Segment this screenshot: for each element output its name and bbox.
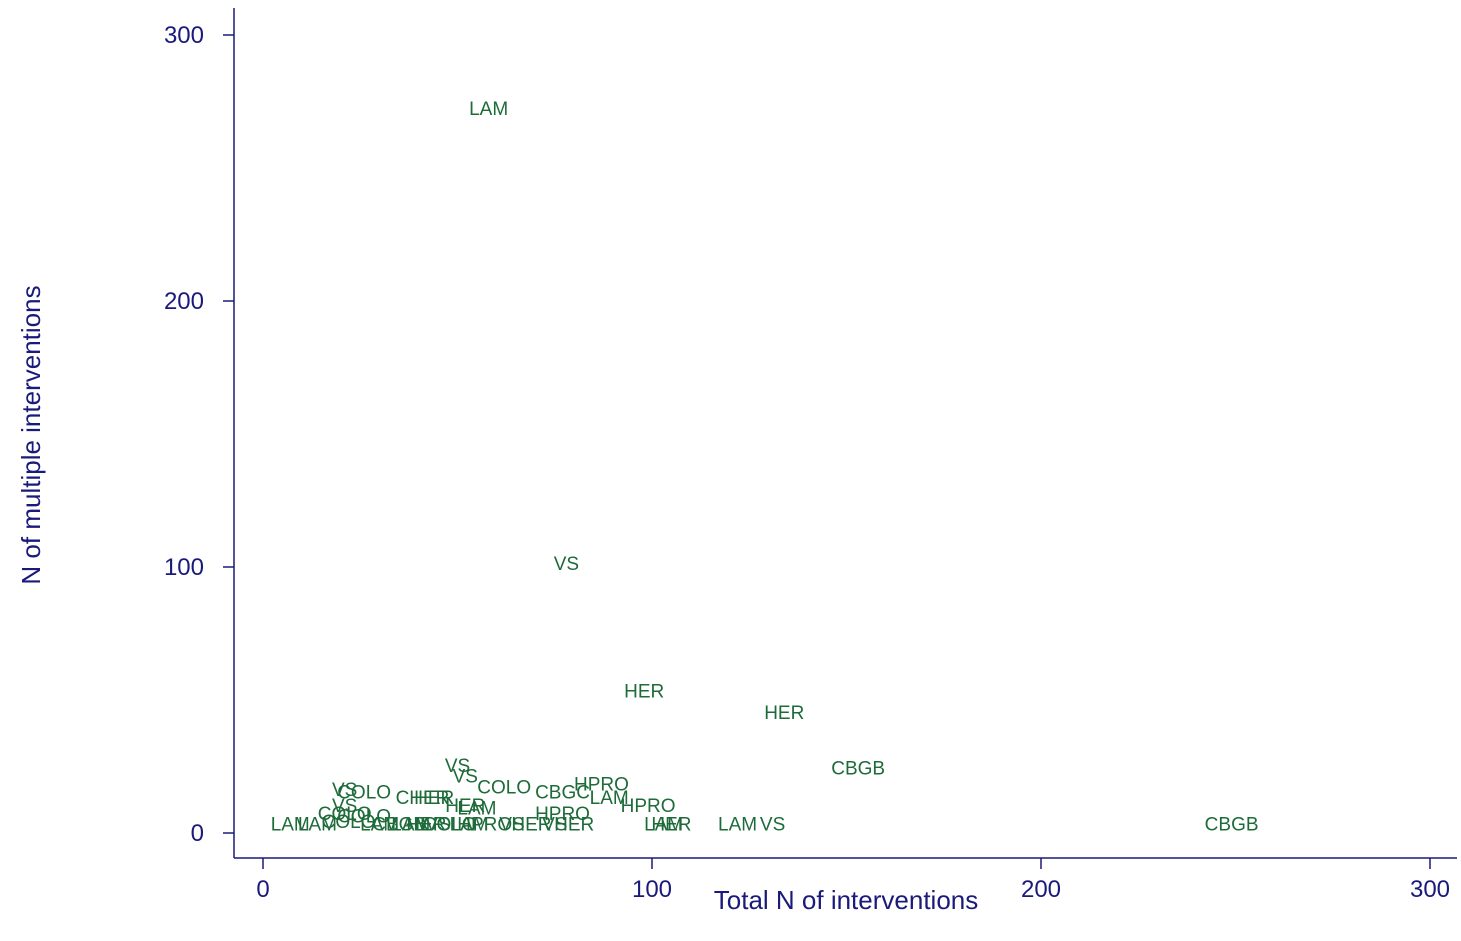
x-tick-label: 200 bbox=[1021, 876, 1061, 903]
point-label: CBGB bbox=[372, 815, 426, 836]
point-label: LAM bbox=[360, 815, 399, 836]
point-label: LAM bbox=[457, 799, 496, 820]
point-label: VS bbox=[499, 815, 524, 836]
point-label: CHER bbox=[396, 788, 450, 809]
point-label: COLO bbox=[337, 783, 391, 804]
point-label: LAM bbox=[718, 815, 757, 836]
point-label: HER bbox=[764, 703, 804, 724]
point-label: HPRO bbox=[457, 815, 512, 836]
y-tick-label: 100 bbox=[164, 554, 204, 581]
point-label: HER bbox=[554, 815, 594, 836]
point-label: LAM bbox=[450, 815, 489, 836]
point-label: CBGB bbox=[1205, 815, 1259, 836]
point-label: CBGC bbox=[535, 783, 590, 804]
point-label: HER bbox=[511, 815, 551, 836]
point-label: VS bbox=[445, 756, 470, 777]
point-label: COLO bbox=[337, 807, 391, 828]
point-label: LAM bbox=[590, 788, 629, 809]
y-tick-label: 0 bbox=[191, 820, 204, 847]
y-axis-title: N of multiple interventions bbox=[16, 285, 46, 584]
point-label: VS bbox=[332, 780, 357, 801]
point-label: COLO bbox=[322, 812, 376, 833]
point-label: HPRO bbox=[535, 804, 590, 825]
point-label: VS bbox=[542, 815, 567, 836]
point-label: VS bbox=[554, 554, 579, 575]
point-label: LAM bbox=[391, 815, 430, 836]
point-label: CBGB bbox=[831, 759, 885, 780]
point-label: VS bbox=[425, 815, 450, 836]
x-tick-label: 300 bbox=[1410, 876, 1450, 903]
point-label: HER bbox=[406, 815, 446, 836]
point-label: COLO bbox=[423, 815, 477, 836]
point-label: VS bbox=[332, 796, 357, 817]
x-axis-title: Total N of interventions bbox=[714, 885, 978, 915]
x-tick-label: 0 bbox=[256, 876, 269, 903]
point-label: LAM bbox=[298, 815, 337, 836]
point-label: HER bbox=[651, 815, 691, 836]
point-label: HPRO bbox=[574, 775, 629, 796]
point-label: LAM bbox=[644, 815, 683, 836]
point-label: VS bbox=[760, 815, 785, 836]
point-label: LAM bbox=[271, 815, 310, 836]
point-label: LAM bbox=[469, 99, 508, 120]
point-label: COLO bbox=[477, 777, 531, 798]
point-label: VS bbox=[453, 767, 478, 788]
point-label: HER bbox=[414, 788, 454, 809]
y-tick-label: 200 bbox=[164, 288, 204, 315]
point-label: COLO bbox=[318, 804, 372, 825]
point-label: HER bbox=[445, 796, 485, 817]
point-label: HPRO bbox=[621, 796, 676, 817]
y-tick-label: 300 bbox=[164, 22, 204, 49]
x-tick-label: 100 bbox=[632, 876, 672, 903]
axes: 0 100 200 300 0 100 200 300 bbox=[164, 8, 1457, 903]
point-label: HER bbox=[624, 682, 664, 703]
